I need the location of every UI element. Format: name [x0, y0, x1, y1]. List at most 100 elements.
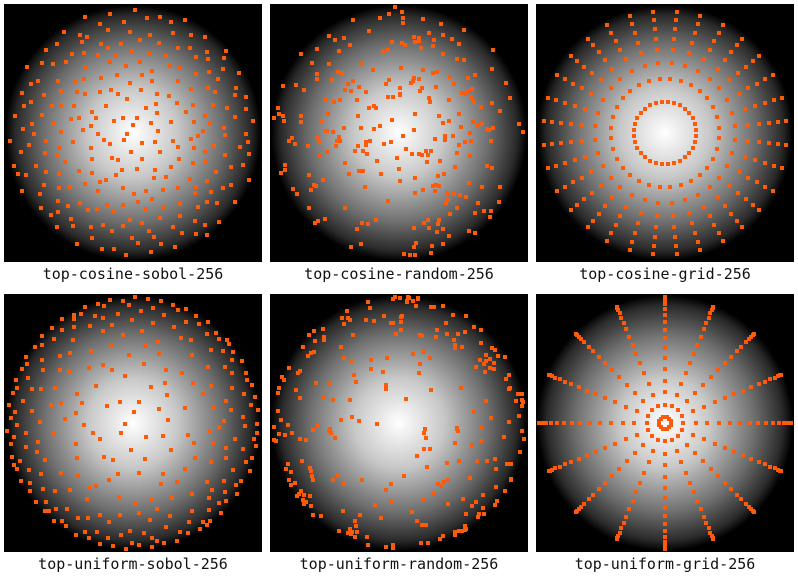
- hemisphere-plot: [4, 4, 262, 262]
- sample-point: [151, 306, 155, 310]
- sample-point: [108, 298, 112, 302]
- sample-point: [311, 513, 315, 517]
- sample-point: [663, 452, 667, 456]
- sample-point: [621, 96, 625, 100]
- sample-point: [216, 77, 220, 81]
- sample-point: [615, 157, 619, 161]
- sample-point: [9, 442, 13, 446]
- sample-point: [206, 320, 210, 324]
- sample-point: [43, 509, 47, 513]
- sample-point: [651, 10, 655, 14]
- sample-point: [367, 106, 371, 110]
- sample-point: [708, 214, 712, 218]
- sample-point: [389, 499, 393, 503]
- sample-point: [156, 129, 160, 133]
- sample-point: [56, 79, 60, 83]
- sample-point: [140, 157, 144, 161]
- sample-point: [479, 341, 483, 345]
- sample-point: [589, 92, 593, 96]
- sample-point: [224, 49, 228, 53]
- sample-point: [22, 104, 26, 108]
- sample-point: [346, 531, 350, 535]
- sample-point: [21, 127, 25, 131]
- sample-point: [725, 164, 729, 168]
- sample-point: [152, 235, 156, 239]
- sample-point: [632, 128, 636, 132]
- sample-point: [234, 86, 238, 90]
- sample-point: [537, 421, 541, 425]
- sample-point: [580, 86, 584, 90]
- sample-point: [277, 112, 281, 116]
- sample-point: [334, 144, 338, 148]
- sample-point: [472, 325, 476, 329]
- sample-point: [479, 328, 483, 332]
- sample-point: [354, 524, 358, 528]
- sample-point: [150, 545, 154, 549]
- sample-point: [763, 77, 767, 81]
- sample-point: [63, 160, 67, 164]
- sample-point: [464, 512, 468, 516]
- sample-point: [207, 70, 211, 74]
- panel-top-uniform-sobol: top-uniform-sobol-256: [4, 294, 262, 573]
- sample-point: [563, 462, 567, 466]
- sample-point: [20, 189, 24, 193]
- sample-point: [81, 128, 85, 132]
- sample-point: [518, 450, 522, 454]
- sample-point: [467, 229, 471, 233]
- sample-point: [233, 115, 237, 119]
- sample-point: [484, 399, 488, 403]
- sample-point: [57, 146, 61, 150]
- sample-point: [310, 61, 314, 65]
- hemisphere-glow: [5, 295, 261, 551]
- sample-point: [704, 521, 708, 525]
- sample-point: [693, 231, 697, 235]
- sample-point: [609, 231, 613, 235]
- sample-point: [30, 409, 34, 413]
- sample-point: [663, 336, 667, 340]
- sample-point: [108, 142, 112, 146]
- sample-point: [399, 66, 403, 70]
- sample-point: [391, 546, 395, 550]
- sample-point: [421, 498, 425, 502]
- sample-point: [399, 328, 403, 332]
- sample-point: [582, 197, 586, 201]
- sample-point: [191, 381, 195, 385]
- sample-point: [656, 404, 660, 408]
- sample-point: [272, 425, 276, 429]
- sample-point: [128, 30, 132, 34]
- sample-point: [570, 421, 574, 425]
- sample-point: [753, 158, 757, 162]
- sample-point: [179, 336, 183, 340]
- sample-point: [40, 343, 44, 347]
- sample-point: [384, 545, 388, 549]
- sample-point: [93, 314, 97, 318]
- sample-point: [617, 375, 621, 379]
- sample-point: [87, 486, 91, 490]
- sample-point: [573, 158, 577, 162]
- sample-point: [329, 431, 333, 435]
- sample-point: [384, 383, 388, 387]
- sample-point: [149, 498, 153, 502]
- sample-point: [476, 201, 480, 205]
- sample-point: [453, 441, 457, 445]
- sample-point: [696, 193, 700, 197]
- sample-point: [299, 120, 303, 124]
- sample-point: [301, 498, 305, 502]
- sample-point: [546, 166, 550, 170]
- sample-point: [463, 330, 467, 334]
- sample-point: [453, 530, 457, 534]
- sample-point: [723, 361, 727, 365]
- sample-point: [772, 164, 776, 168]
- sample-point: [483, 370, 487, 374]
- sample-point: [729, 50, 733, 54]
- sample-point: [20, 367, 24, 371]
- sample-point: [309, 188, 313, 192]
- sample-point: [128, 529, 132, 533]
- sample-point: [741, 389, 745, 393]
- sample-point: [211, 103, 215, 107]
- sample-point: [716, 368, 720, 372]
- sample-point: [593, 124, 597, 128]
- sample-point: [663, 390, 667, 394]
- panel-top-cosine-sobol: top-cosine-sobol-256: [4, 4, 262, 283]
- sample-point: [83, 182, 87, 186]
